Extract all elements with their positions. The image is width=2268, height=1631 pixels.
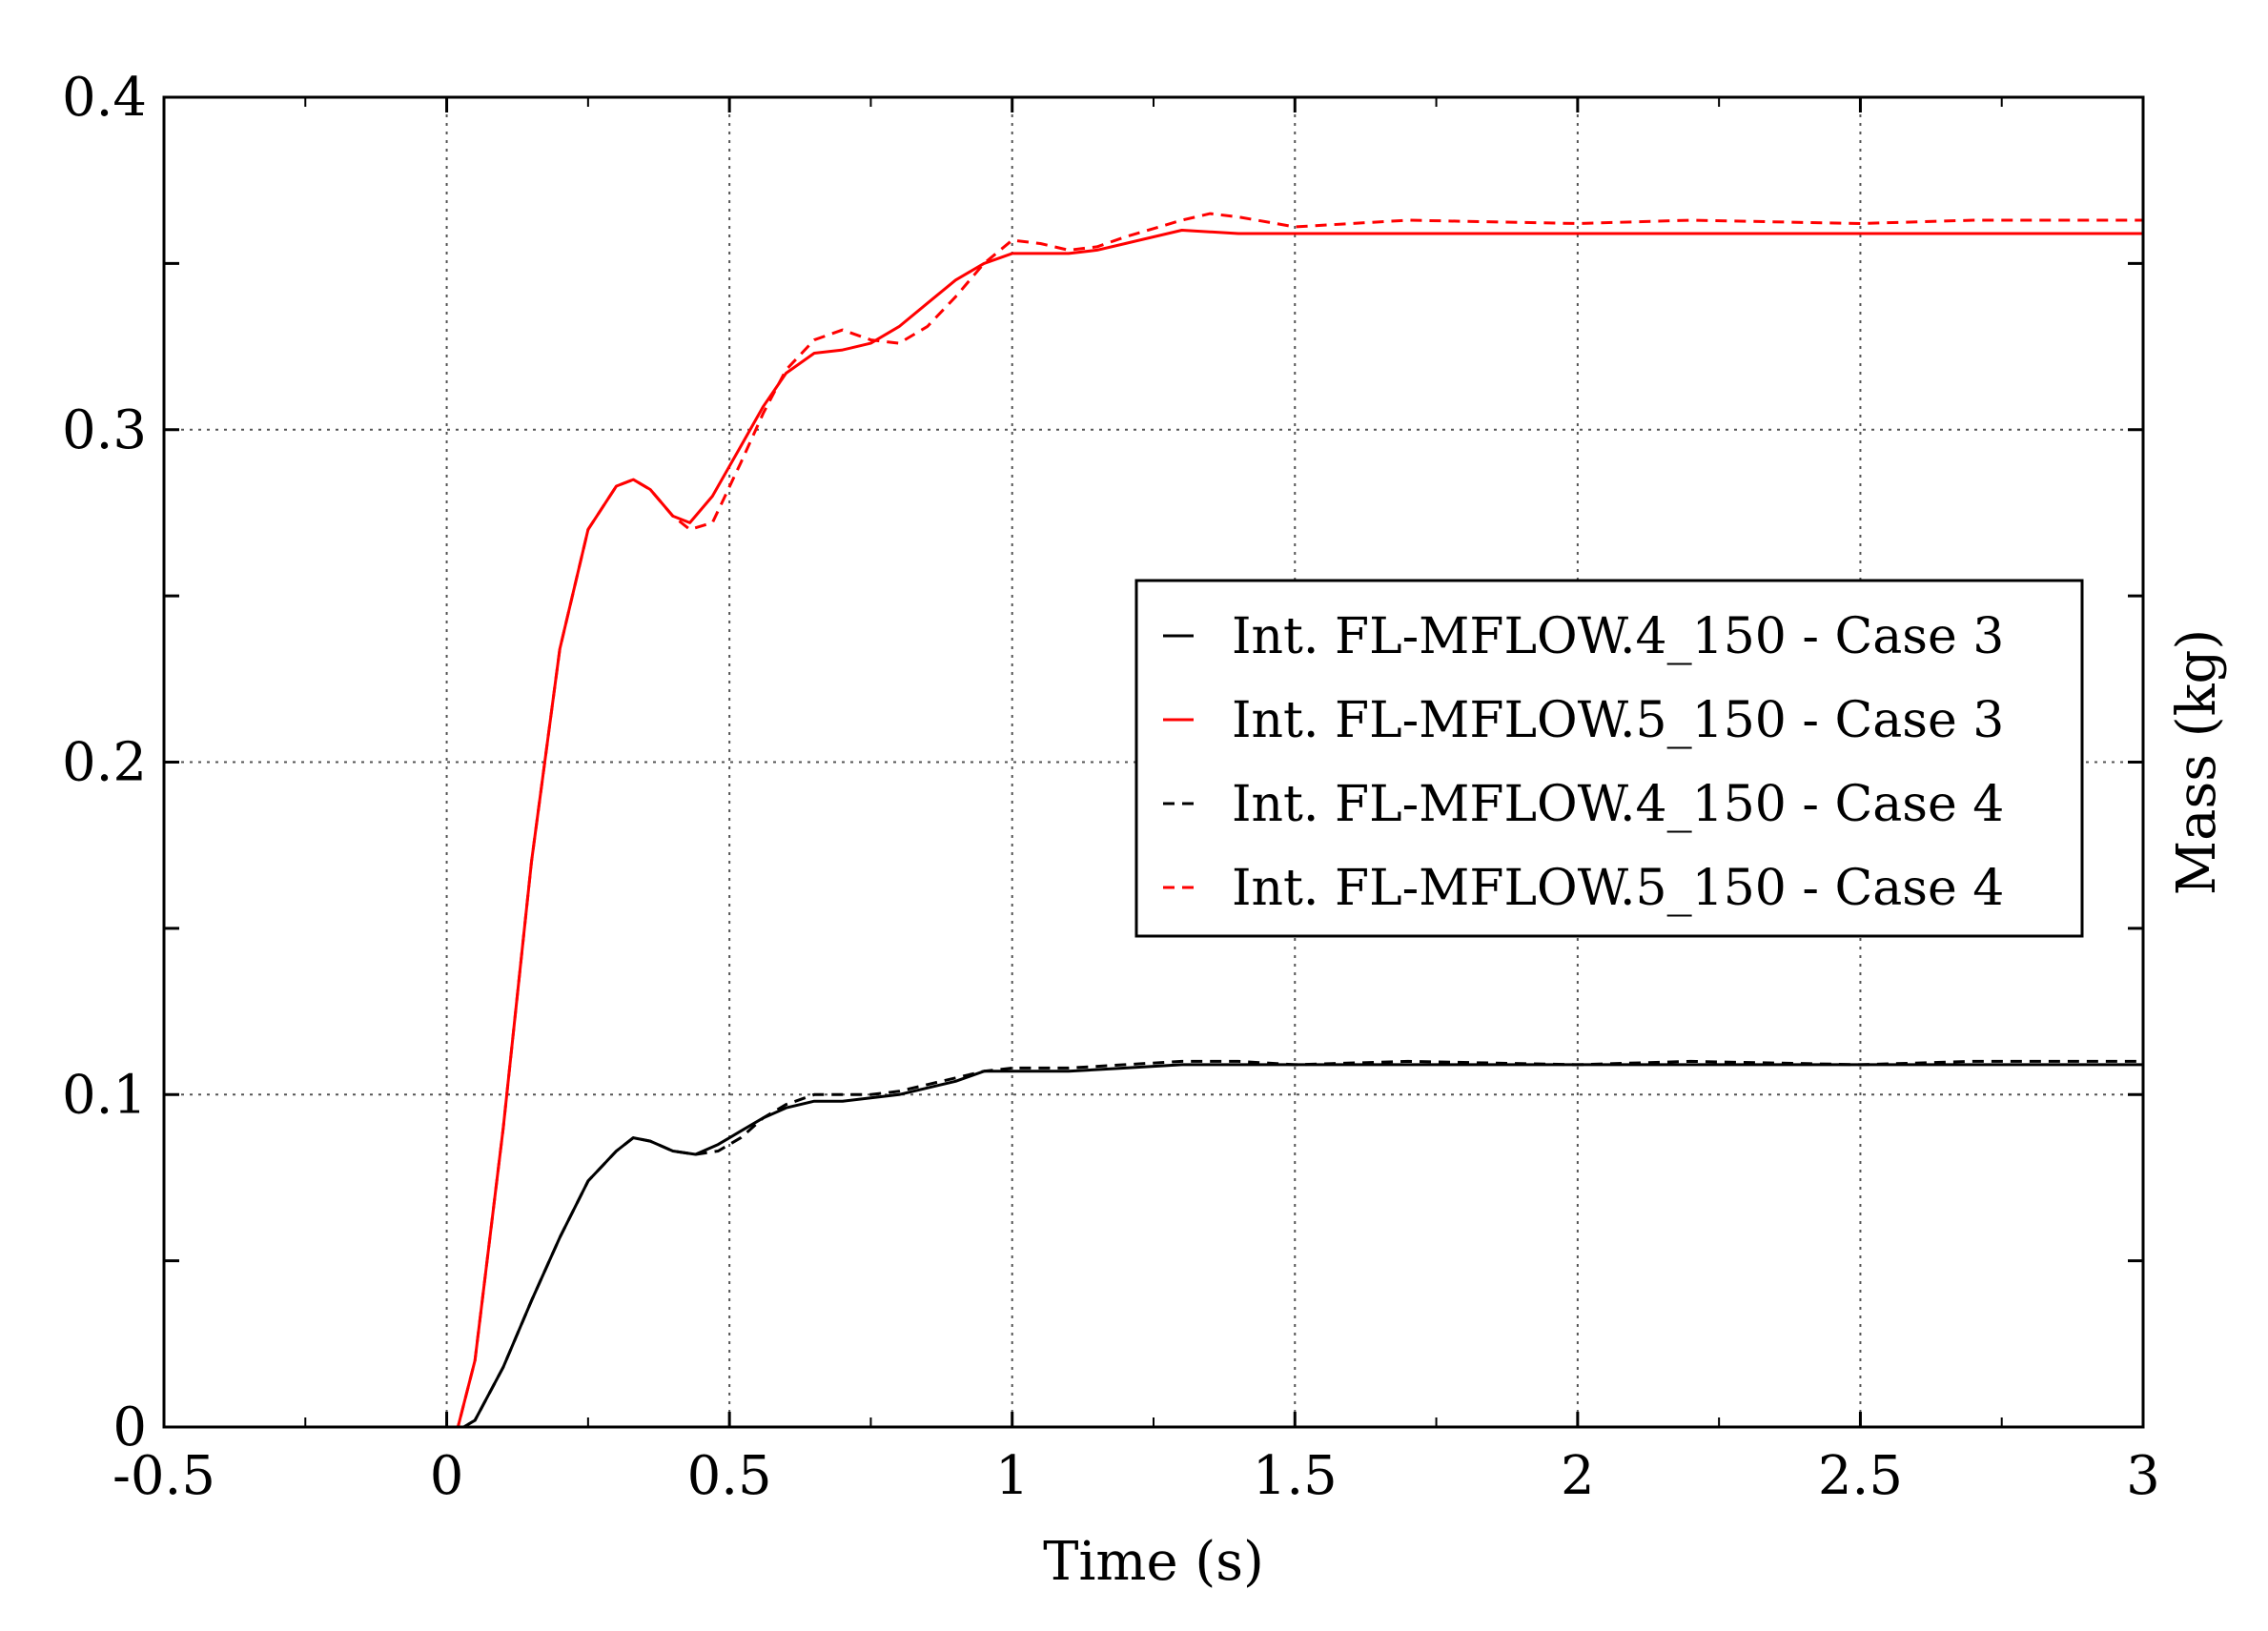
y-tick-label: 0.1 <box>62 1064 147 1126</box>
legend-item: Int. FL-MFLOW.5_150 - Case 3 <box>1163 692 2004 749</box>
x-tick-label: -0.5 <box>112 1445 215 1507</box>
series-line-4 <box>164 212 2143 1429</box>
series-line-3 <box>164 1059 2143 1429</box>
legend-label: Int. FL-MFLOW.5_150 - Case 3 <box>1232 692 2004 749</box>
y-axis-title: Mass (kg) <box>2166 629 2228 895</box>
series-group <box>164 212 2143 1429</box>
legend: Int. FL-MFLOW.4_150 - Case 3 Int. FL-MFLO… <box>1134 579 2084 938</box>
axis-ticks <box>162 95 2145 1429</box>
legend-item: Int. FL-MFLOW.4_150 - Case 3 <box>1163 608 2004 665</box>
x-tick-label: 2 <box>1561 1445 1595 1507</box>
legend-item: Int. FL-MFLOW.5_150 - Case 4 <box>1163 860 2004 917</box>
y-tick-label: 0.3 <box>62 399 147 461</box>
y-tick-label: 0 <box>112 1397 147 1458</box>
y-tick-label: 0.2 <box>62 732 147 794</box>
x-tick-label: 1 <box>995 1445 1030 1507</box>
x-tick-label: 0 <box>430 1445 464 1507</box>
x-tick-label: 0.5 <box>687 1445 772 1507</box>
legend-box <box>1134 579 2084 938</box>
x-tick-label: 1.5 <box>1253 1445 1338 1507</box>
legend-item: Int. FL-MFLOW.4_150 - Case 4 <box>1163 776 2004 833</box>
x-axis-title: Time (s) <box>1043 1531 1264 1593</box>
x-tick-label: 2.5 <box>1818 1445 1903 1507</box>
legend-label: Int. FL-MFLOW.4_150 - Case 3 <box>1232 608 2004 665</box>
axis-tick-labels: -0.5 0 0.5 1 1.5 2 2.5 300.10.20.30.4 <box>62 67 2160 1507</box>
legend-items: Int. FL-MFLOW.4_150 - Case 3 Int. FL-MFLO… <box>1163 608 2004 917</box>
legend-label: Int. FL-MFLOW.5_150 - Case 4 <box>1232 860 2004 917</box>
x-tick-label: 3 <box>2126 1445 2160 1507</box>
legend-label: Int. FL-MFLOW.4_150 - Case 4 <box>1232 776 2004 833</box>
y-tick-label: 0.4 <box>62 67 147 129</box>
